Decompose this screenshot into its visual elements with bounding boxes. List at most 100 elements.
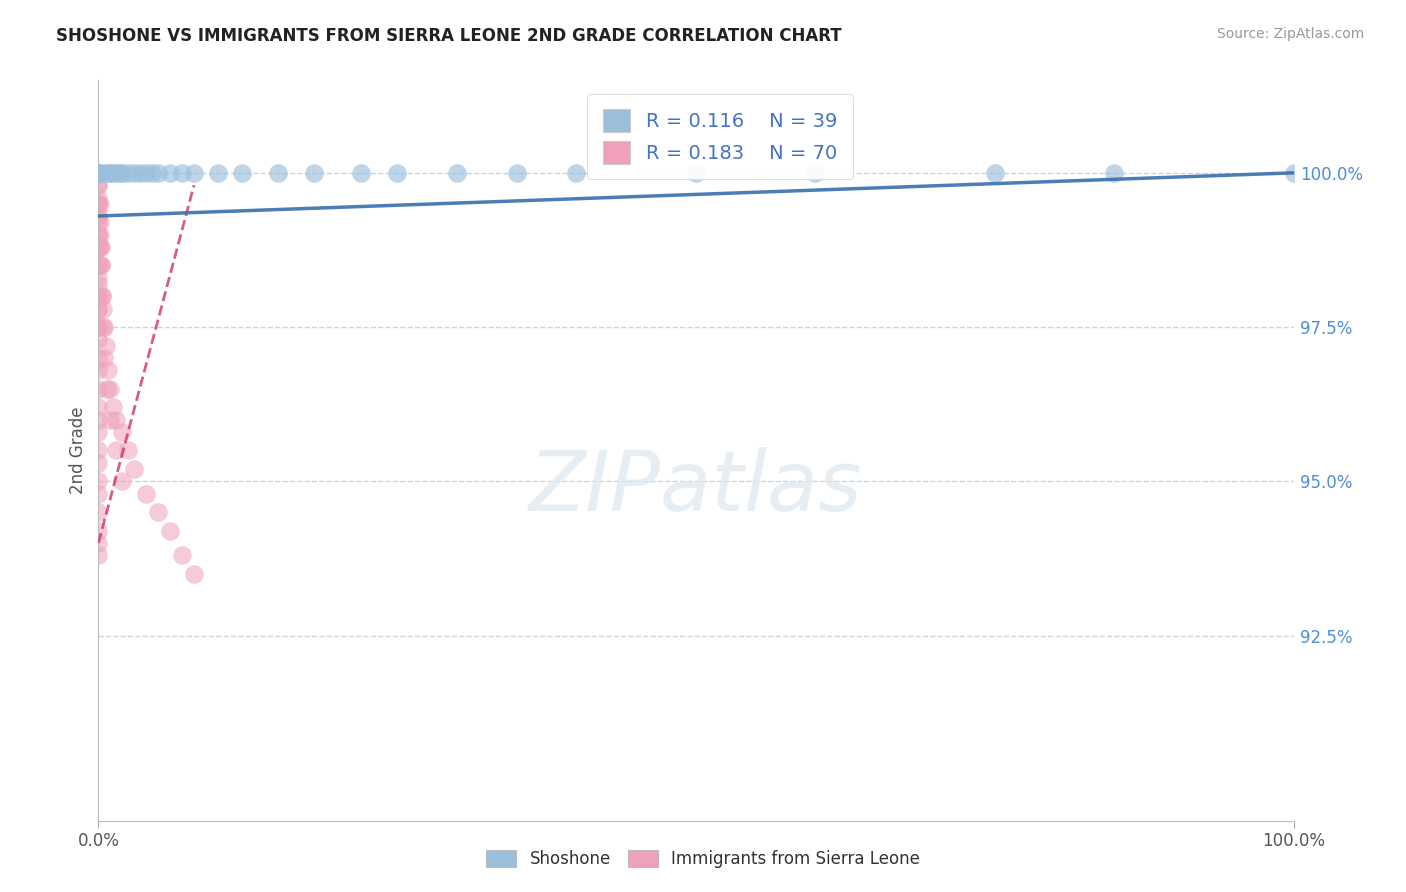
- Point: [111, 166, 134, 180]
- Point: [87, 240, 110, 254]
- Text: SHOSHONE VS IMMIGRANTS FROM SIERRA LEONE 2ND GRADE CORRELATION CHART: SHOSHONE VS IMMIGRANTS FROM SIERRA LEONE…: [56, 27, 842, 45]
- Point: [89, 196, 111, 211]
- Point: [87, 301, 110, 316]
- Point: [172, 549, 194, 563]
- Point: [350, 166, 373, 180]
- Point: [172, 166, 194, 180]
- Point: [231, 166, 253, 180]
- Point: [87, 277, 110, 291]
- Point: [135, 486, 157, 500]
- Point: [87, 443, 110, 458]
- Point: [87, 227, 110, 242]
- Point: [87, 166, 110, 180]
- Point: [91, 289, 114, 303]
- Point: [87, 320, 110, 334]
- Text: ZIPatlas: ZIPatlas: [529, 447, 863, 528]
- Point: [91, 301, 114, 316]
- Point: [87, 475, 110, 489]
- Point: [98, 412, 122, 426]
- Point: [94, 338, 117, 352]
- Point: [565, 166, 588, 180]
- Point: [129, 166, 152, 180]
- Point: [87, 549, 110, 563]
- Point: [1104, 166, 1126, 180]
- Point: [105, 166, 128, 180]
- Point: [87, 258, 110, 272]
- Point: [97, 166, 120, 180]
- Point: [685, 166, 707, 180]
- Point: [111, 425, 134, 439]
- Point: [87, 289, 110, 303]
- Point: [87, 166, 110, 180]
- Point: [87, 166, 110, 180]
- Point: [87, 289, 110, 303]
- Point: [87, 166, 110, 180]
- Point: [90, 258, 112, 272]
- Point: [101, 166, 124, 180]
- Legend: R = 0.116    N = 39, R = 0.183    N = 70: R = 0.116 N = 39, R = 0.183 N = 70: [588, 94, 852, 179]
- Point: [87, 351, 110, 365]
- Point: [87, 166, 110, 180]
- Point: [87, 363, 110, 377]
- Point: [97, 363, 120, 377]
- Point: [90, 240, 112, 254]
- Point: [87, 456, 110, 470]
- Y-axis label: 2nd Grade: 2nd Grade: [69, 407, 87, 494]
- Point: [87, 166, 110, 180]
- Point: [89, 240, 111, 254]
- Point: [87, 215, 110, 229]
- Point: [87, 178, 110, 193]
- Point: [124, 166, 146, 180]
- Point: [117, 166, 139, 180]
- Point: [91, 289, 114, 303]
- Point: [87, 196, 110, 211]
- Point: [87, 333, 110, 347]
- Point: [87, 166, 110, 180]
- Point: [1282, 166, 1305, 180]
- Point: [87, 425, 110, 439]
- Point: [90, 258, 112, 272]
- Point: [87, 412, 110, 426]
- Point: [87, 166, 110, 180]
- Point: [148, 166, 170, 180]
- Point: [87, 240, 110, 254]
- Point: [302, 166, 325, 180]
- Point: [96, 382, 118, 396]
- Point: [111, 475, 134, 489]
- Point: [87, 486, 110, 500]
- Point: [124, 462, 146, 476]
- Point: [93, 320, 115, 334]
- Point: [87, 209, 110, 223]
- Point: [446, 166, 468, 180]
- Point: [89, 227, 111, 242]
- Point: [87, 382, 110, 396]
- Point: [87, 227, 110, 242]
- Point: [87, 505, 110, 519]
- Text: Source: ZipAtlas.com: Source: ZipAtlas.com: [1216, 27, 1364, 41]
- Point: [159, 166, 181, 180]
- Point: [87, 401, 110, 415]
- Point: [135, 166, 157, 180]
- Point: [89, 215, 111, 229]
- Point: [984, 166, 1007, 180]
- Point: [87, 190, 110, 204]
- Point: [87, 196, 110, 211]
- Point: [98, 166, 122, 180]
- Point: [87, 320, 110, 334]
- Point: [87, 178, 110, 193]
- Point: [506, 166, 529, 180]
- Point: [108, 166, 131, 180]
- Point: [87, 536, 110, 550]
- Point: [148, 505, 170, 519]
- Point: [93, 166, 115, 180]
- Point: [804, 166, 827, 180]
- Point: [207, 166, 229, 180]
- Point: [98, 382, 122, 396]
- Point: [87, 166, 110, 180]
- Point: [87, 270, 110, 285]
- Point: [141, 166, 163, 180]
- Point: [117, 443, 139, 458]
- Point: [87, 524, 110, 538]
- Point: [87, 166, 110, 180]
- Point: [183, 166, 205, 180]
